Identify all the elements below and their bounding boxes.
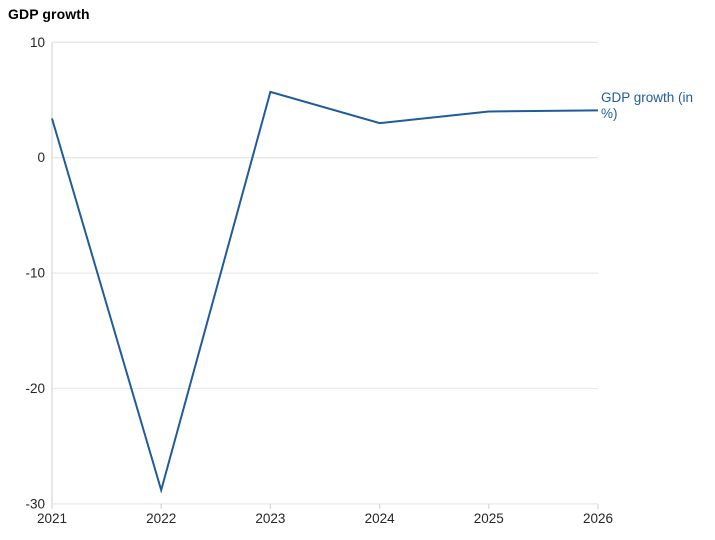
y-axis-tick-label: -20 — [25, 381, 45, 396]
y-axis-tick-label: 0 — [37, 150, 45, 165]
x-axis-tick-label: 2024 — [365, 511, 396, 526]
x-axis-tick-label: 2025 — [474, 511, 504, 526]
x-axis-tick-label: 2026 — [583, 511, 613, 526]
x-axis-tick-label: 2023 — [255, 511, 285, 526]
x-axis-tick-label: 2021 — [37, 511, 67, 526]
y-axis-tick-label: -10 — [25, 266, 45, 281]
series-end-label: GDP growth (in %) — [601, 90, 694, 121]
gdp-growth-line — [51, 90, 599, 494]
chart-title: GDP growth — [8, 6, 90, 22]
x-axis-tick-label: 2022 — [146, 511, 176, 526]
y-axis-tick-label: -30 — [25, 496, 45, 511]
y-axis-tick-label: 10 — [30, 35, 45, 50]
